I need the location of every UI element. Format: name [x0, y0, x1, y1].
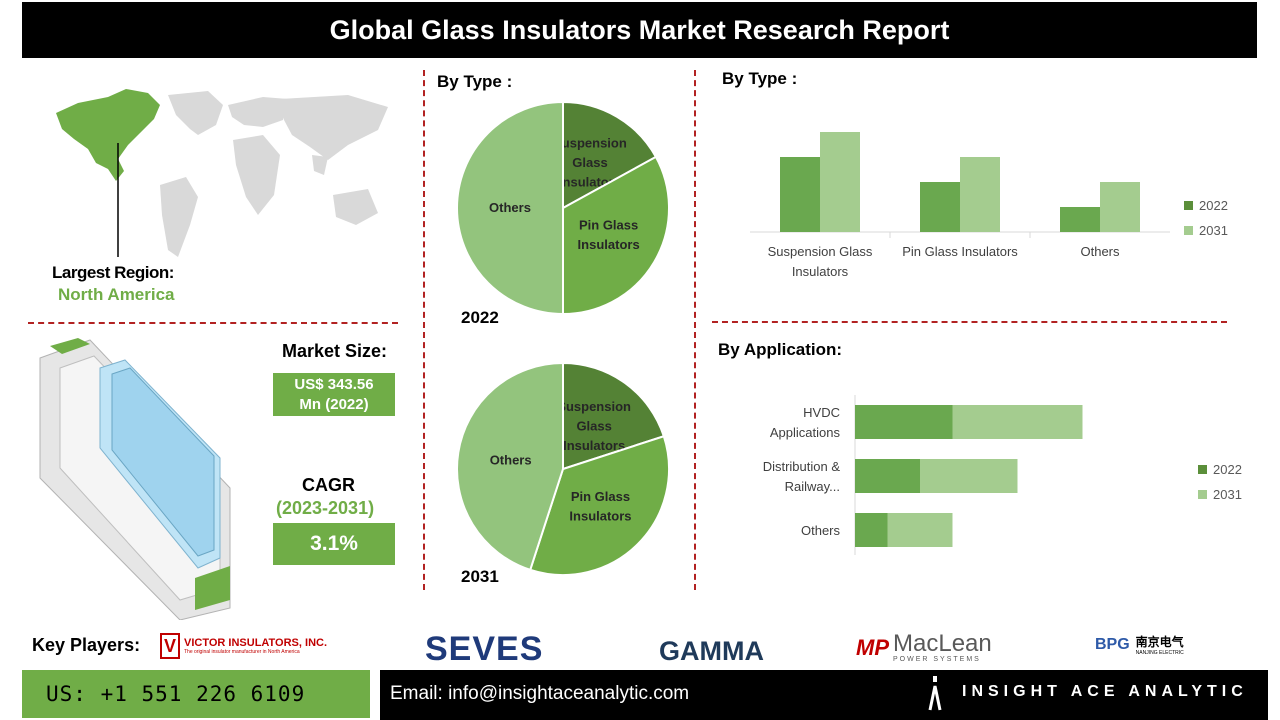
- pie-slice-others: [456, 361, 564, 572]
- app-category-label: Others: [801, 523, 841, 538]
- bar-2031-0: [820, 132, 860, 232]
- app-bar-2031-0: [952, 405, 1083, 439]
- footer-phone-box: US: +1 551 226 6109: [22, 670, 370, 718]
- north-america-shape: [56, 89, 160, 181]
- bpg-mark: BPG: [1095, 635, 1130, 653]
- app-legend-swatch-2031: [1198, 490, 1207, 499]
- victor-logo: V VICTOR INSULATORS, INC. The original i…: [160, 633, 327, 659]
- right-divider: [712, 321, 1227, 323]
- world-map-continents: [160, 91, 388, 257]
- left-divider: [28, 322, 398, 324]
- pie-label-suspension-glass-insulators: Suspension Glass Insulators: [557, 399, 631, 453]
- app-legend-swatch-2022: [1198, 465, 1207, 474]
- app-category-label: HVDC Applications: [770, 405, 841, 440]
- app-bar-2022-0: [855, 405, 953, 439]
- seves-logo: SEVES: [425, 630, 544, 668]
- largest-region-label: Largest Region:: [52, 263, 174, 282]
- maclean-name: MacLean: [893, 630, 992, 657]
- maclean-mp-icon: MP: [856, 634, 889, 660]
- bar-2022-0: [780, 157, 820, 232]
- report-title-bar: Global Glass Insulators Market Research …: [22, 2, 1257, 58]
- maclean-text-group: MacLean POWER SYSTEMS: [893, 630, 992, 664]
- cagr-label: CAGR: [302, 475, 355, 495]
- app-bar-2022-1: [855, 459, 920, 493]
- gamma-logo: GAMMA: [659, 636, 764, 666]
- pie-slice-pin-glass-insulators: [562, 155, 670, 316]
- report-title: Global Glass Insulators Market Research …: [329, 14, 950, 45]
- pie-label-pin-glass-insulators: Pin Glass Insulators: [569, 489, 631, 524]
- maclean-subtitle: POWER SYSTEMS: [893, 656, 981, 663]
- footer-contact-bar: Email: info@insightaceanalytic.com INSIG…: [380, 670, 1268, 720]
- app-legend-label-2022: 2022: [1213, 462, 1242, 477]
- victor-tagline: The original insulator manufacturer in N…: [184, 649, 300, 655]
- victor-v-icon: V: [160, 633, 180, 659]
- type-bar-legend: 2022 2031: [1184, 198, 1228, 238]
- brand-logo-icon: [928, 676, 942, 712]
- victor-text-group: VICTOR INSULATORS, INC. The original ins…: [184, 637, 327, 655]
- type-bar-title: By Type :: [722, 69, 798, 88]
- app-bar-2031-2: [887, 513, 953, 547]
- bpg-chinese-name: 南京电气: [1135, 635, 1184, 649]
- bar-2031-1: [960, 157, 1000, 232]
- maclean-logo: MP MacLean POWER SYSTEMS: [856, 630, 992, 664]
- cagr-value: 3.1%: [310, 532, 358, 555]
- bar-2022-1: [920, 182, 960, 232]
- bpg-text-group: 南京电气 NANJING ELECTRIC: [1136, 633, 1184, 656]
- app-bar-2031-1: [920, 459, 1018, 493]
- bar-2022-2: [1060, 207, 1100, 232]
- app-bar-title: By Application:: [718, 340, 843, 359]
- legend-item-2022: 2022: [1184, 198, 1228, 213]
- cagr-period: (2023-2031): [276, 498, 375, 518]
- type-category-label: Others: [1080, 244, 1120, 259]
- pie-chart-2031: Suspension Glass Insulators Pin Glass Insula…: [456, 361, 670, 576]
- app-bar-2022-2: [855, 513, 888, 547]
- pie-label-pin-glass-insulators: Pin Glass Insulators: [578, 217, 640, 252]
- window-frame-illustration: [39, 338, 231, 620]
- pie-slice-suspension-glass-insulators: [562, 361, 666, 471]
- cagr-box: 3.1%: [273, 523, 395, 565]
- middle-divider-right: [694, 70, 696, 590]
- largest-region-value: North America: [58, 285, 175, 304]
- app-legend-label-2031: 2031: [1213, 487, 1242, 502]
- pie-slice-others: [456, 100, 564, 316]
- bpg-logo: BPG 南京电气 NANJING ELECTRIC: [1095, 633, 1184, 656]
- key-players-label: Key Players:: [32, 635, 141, 655]
- market-size-value: US$ 343.56 Mn (2022): [294, 376, 374, 413]
- footer-email[interactable]: Email: info@insightaceanalytic.com: [390, 683, 690, 704]
- market-size-box: US$ 343.56 Mn (2022): [273, 373, 395, 416]
- pie-slice-pin-glass-insulators: [528, 434, 670, 576]
- legend-swatch-2031: [1184, 226, 1193, 235]
- pie-section-title: By Type :: [437, 72, 513, 91]
- legend-label-2022: 2022: [1199, 198, 1228, 213]
- bpg-english-name: NANJING ELECTRIC: [1135, 650, 1184, 656]
- pie-label-others: Others: [490, 453, 532, 468]
- victor-name: VICTOR INSULATORS, INC.: [184, 637, 328, 649]
- app-bar-legend: 2022 2031: [1198, 462, 1242, 502]
- market-size-label: Market Size:: [282, 341, 388, 361]
- pie-year-2022: 2022: [461, 308, 499, 327]
- pie-year-2031: 2031: [461, 567, 499, 586]
- footer-brand: INSIGHT ACE ANALYTIC: [962, 683, 1248, 700]
- pie-label-others: Others: [489, 200, 531, 215]
- app-category-label: Distribution & Railway...: [763, 459, 841, 494]
- type-category-label: Pin Glass Insulators: [902, 244, 1018, 259]
- type-bar-chart: Suspension Glass Insulators Pin Glass Insu…: [750, 132, 1170, 279]
- app-legend-item-2022: 2022: [1198, 462, 1242, 477]
- type-category-label: Suspension Glass Insulators: [768, 244, 873, 279]
- world-map: [56, 89, 388, 257]
- middle-divider-left: [423, 70, 425, 590]
- legend-swatch-2022: [1184, 201, 1193, 210]
- legend-label-2031: 2031: [1199, 223, 1228, 238]
- application-bar-chart: HVDC Applications Distribution & Railway...…: [763, 395, 1083, 555]
- app-legend-item-2031: 2031: [1198, 487, 1242, 502]
- legend-item-2031: 2031: [1184, 223, 1228, 238]
- bar-2031-2: [1100, 182, 1140, 232]
- pie-slice-suspension-glass-insulators: [562, 100, 658, 210]
- footer-phone[interactable]: US: +1 551 226 6109: [46, 682, 306, 706]
